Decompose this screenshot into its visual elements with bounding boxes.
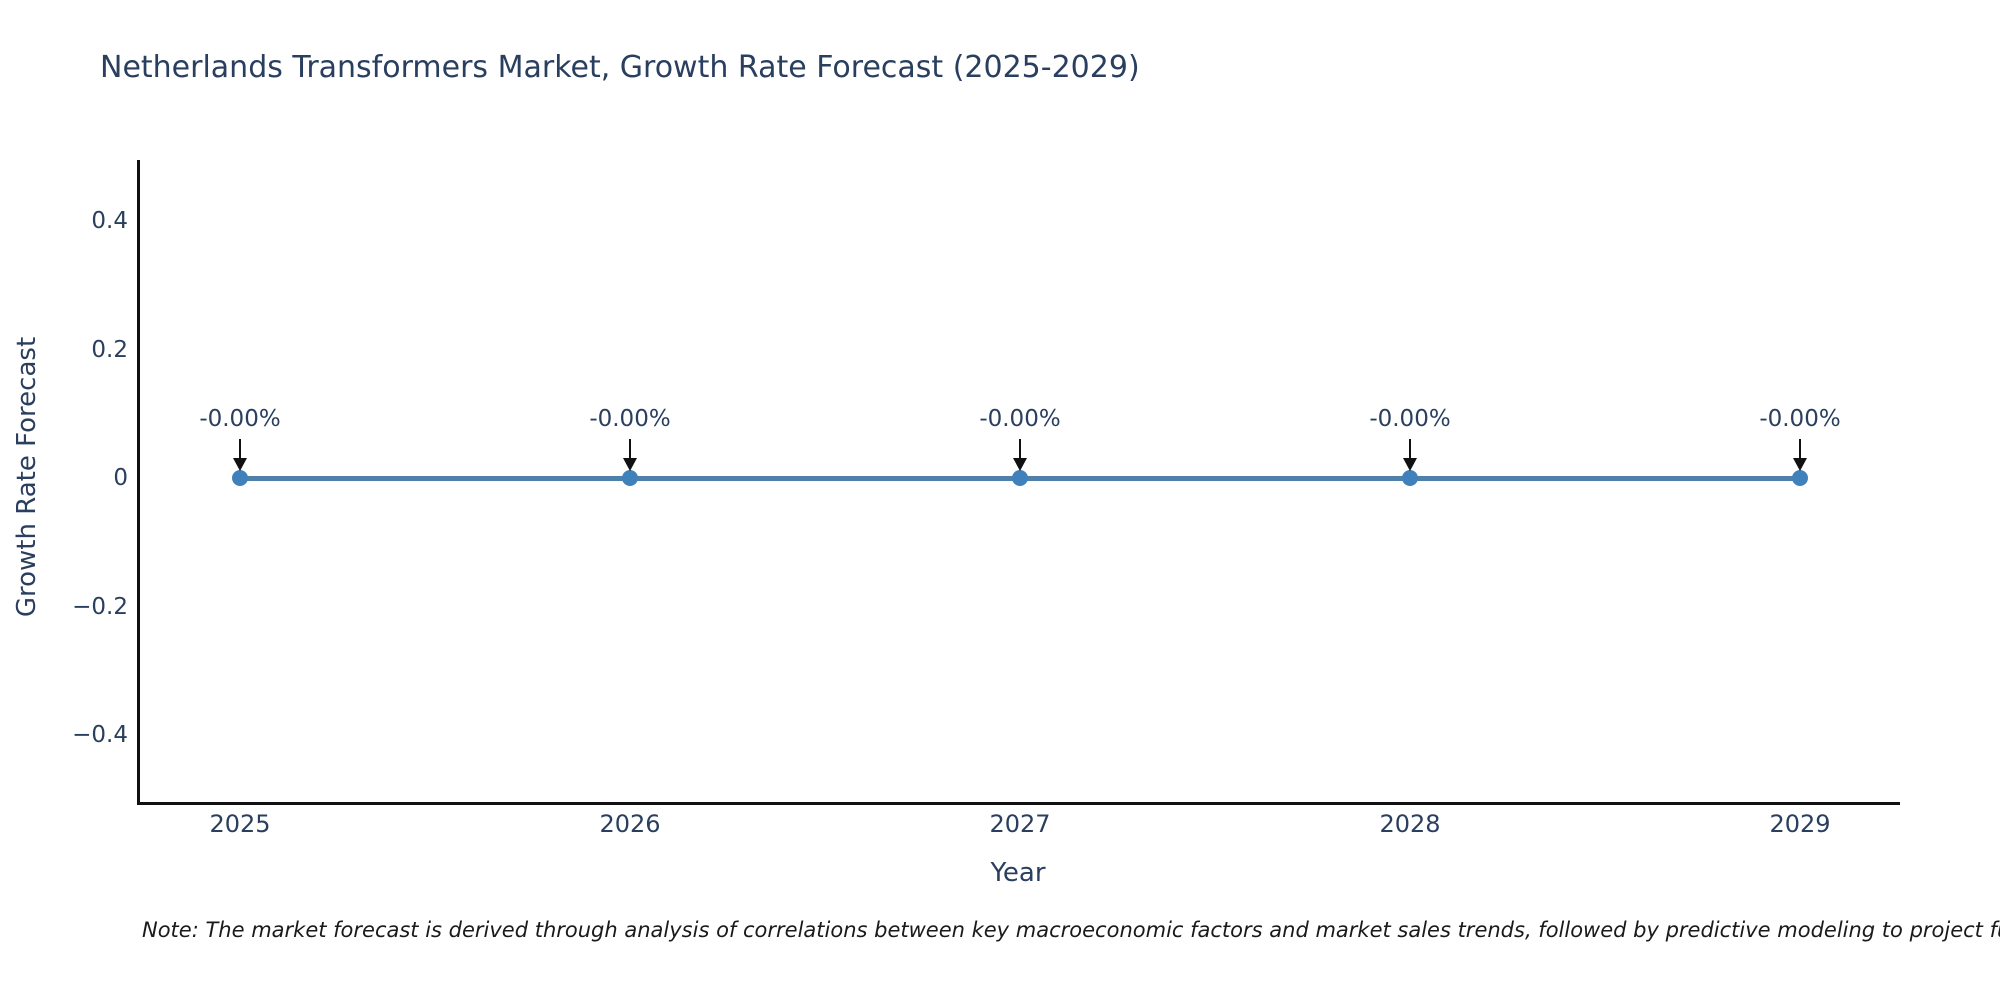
y-tick-label: 0.2 bbox=[91, 336, 128, 363]
annotation-arrow-shaft bbox=[1409, 439, 1411, 460]
annotation-arrow-head-icon bbox=[1013, 458, 1027, 471]
x-axis-spine bbox=[137, 802, 1900, 805]
data-point-label: -0.00% bbox=[589, 406, 671, 432]
y-tick-label: 0 bbox=[113, 465, 128, 491]
data-point-marker bbox=[1012, 470, 1028, 486]
annotation-arrow-head-icon bbox=[1793, 458, 1807, 471]
x-axis-label: Year bbox=[990, 858, 1046, 888]
y-tick-label: −0.2 bbox=[72, 593, 128, 620]
x-tick-label: 2025 bbox=[209, 810, 271, 838]
annotation-arrow-head-icon bbox=[233, 458, 247, 471]
annotation-arrow-head-icon bbox=[1403, 458, 1417, 471]
data-point-label: -0.00% bbox=[1369, 406, 1451, 432]
annotation-arrow-shaft bbox=[1019, 439, 1021, 460]
x-tick-label: 2028 bbox=[1379, 810, 1441, 838]
chart-title: Netherlands Transformers Market, Growth … bbox=[100, 50, 1140, 85]
data-point-marker bbox=[232, 470, 248, 486]
data-point-marker bbox=[1792, 470, 1808, 486]
annotation-arrow-head-icon bbox=[623, 458, 637, 471]
y-tick-label: 0.4 bbox=[91, 208, 128, 234]
y-axis-spine bbox=[137, 160, 140, 805]
data-point-label: -0.00% bbox=[1759, 406, 1841, 432]
data-point-marker bbox=[622, 470, 638, 486]
x-tick-label: 2026 bbox=[599, 810, 661, 838]
annotation-arrow-shaft bbox=[629, 439, 631, 460]
annotation-arrow-shaft bbox=[1799, 439, 1801, 460]
data-point-label: -0.00% bbox=[199, 406, 281, 432]
x-tick-label: 2027 bbox=[989, 810, 1051, 838]
data-point-marker bbox=[1402, 470, 1418, 486]
footnote: Note: The market forecast is derived thr… bbox=[142, 918, 2000, 942]
data-point-label: -0.00% bbox=[979, 406, 1061, 432]
annotation-arrow-shaft bbox=[239, 439, 241, 460]
y-tick-label: −0.4 bbox=[72, 722, 128, 748]
x-tick-label: 2029 bbox=[1769, 810, 1831, 838]
